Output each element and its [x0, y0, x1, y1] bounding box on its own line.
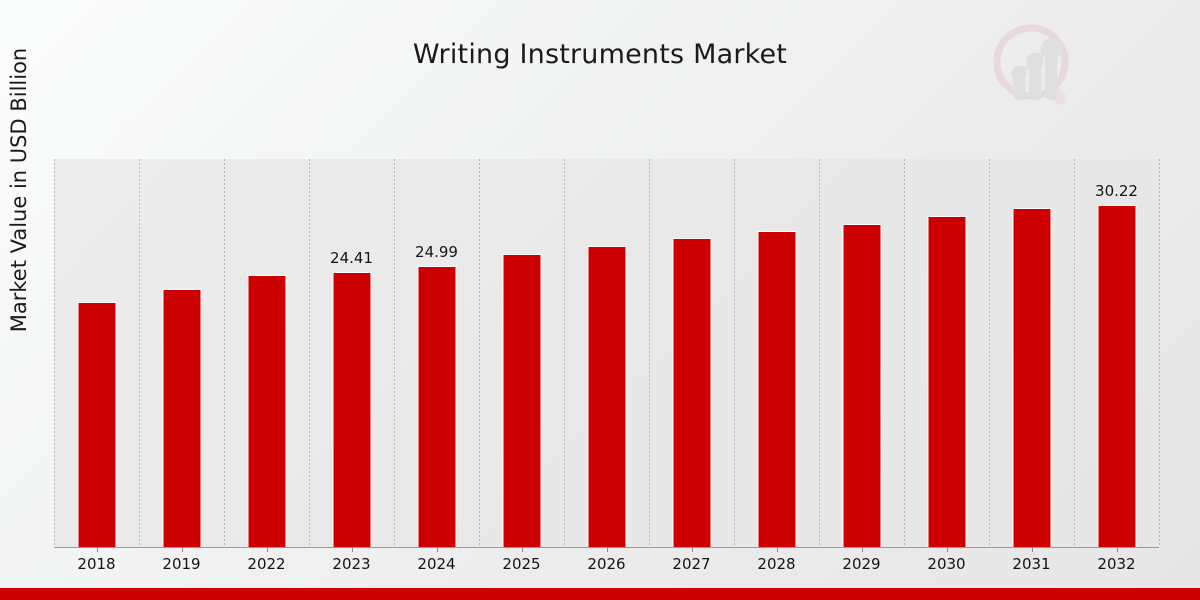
x-tick-mark — [607, 547, 608, 552]
x-tick-label: 2031 — [1012, 555, 1051, 573]
bar[interactable] — [843, 224, 880, 547]
x-tick-mark — [1117, 547, 1118, 552]
plot-area: 24.41 24.99 30.22 — [54, 159, 1160, 547]
bar-chart-icon — [1013, 52, 1057, 100]
x-tick-label: 2023 — [332, 555, 371, 573]
x-tick-label: 2018 — [77, 555, 116, 573]
bar-group[interactable] — [904, 159, 989, 547]
bar[interactable] — [78, 303, 115, 547]
x-tick-label: 2029 — [842, 555, 881, 573]
bar-value-label: 24.99 — [415, 242, 458, 261]
x-tick-label: 2026 — [587, 555, 626, 573]
bar[interactable] — [1013, 208, 1050, 547]
x-tick-label: 2022 — [247, 555, 286, 573]
x-tick-mark — [777, 547, 778, 552]
x-tick-label: 2032 — [1097, 555, 1136, 573]
bar[interactable] — [928, 216, 965, 547]
bar[interactable] — [163, 289, 200, 547]
bar-group[interactable] — [54, 159, 139, 547]
bar-group[interactable]: 24.99 — [394, 159, 479, 547]
x-tick-mark — [947, 547, 948, 552]
bar-group[interactable] — [649, 159, 734, 547]
bar-value-label: 24.41 — [330, 249, 373, 268]
y-axis-title: Market Value in USD Billion — [7, 47, 31, 333]
trend-point-icon — [1011, 38, 1062, 81]
bar-group[interactable] — [989, 159, 1074, 547]
x-tick-label: 2028 — [757, 555, 796, 573]
bar-value-label: 30.22 — [1095, 182, 1138, 201]
x-tick-label: 2030 — [927, 555, 966, 573]
bar[interactable] — [673, 238, 710, 547]
chart-title: Writing Instruments Market — [412, 39, 788, 70]
bar[interactable] — [248, 275, 285, 547]
bar[interactable] — [418, 266, 455, 547]
bar-group[interactable] — [224, 159, 309, 547]
x-tick-label: 2025 — [502, 555, 541, 573]
x-axis-line — [54, 547, 1159, 548]
x-tick-mark — [522, 547, 523, 552]
x-tick-mark — [692, 547, 693, 552]
bar-group[interactable]: 30.22 — [1074, 159, 1159, 547]
bar[interactable] — [758, 231, 795, 547]
x-tick-label: 2027 — [672, 555, 711, 573]
x-tick-mark — [267, 547, 268, 552]
watermark-logo — [985, 18, 1085, 113]
x-tick-label: 2024 — [417, 555, 456, 573]
bar[interactable] — [1098, 206, 1135, 547]
gridline — [1159, 159, 1160, 547]
x-tick-mark — [862, 547, 863, 552]
x-tick-mark — [352, 547, 353, 552]
bar-series: 24.41 24.99 30.22 — [54, 159, 1159, 547]
x-axis-ticks: 2018 2019 2022 2023 2024 2025 2026 2027 2028 2029… — [54, 547, 1159, 577]
x-tick-mark — [1032, 547, 1033, 552]
bar[interactable] — [588, 246, 625, 547]
x-tick-label: 2019 — [162, 555, 201, 573]
x-tick-mark — [437, 547, 438, 552]
bar[interactable] — [503, 254, 540, 547]
footer-accent-strip — [0, 588, 1200, 600]
x-tick-mark — [182, 547, 183, 552]
bar-group[interactable] — [734, 159, 819, 547]
bar-group[interactable] — [564, 159, 649, 547]
bar[interactable] — [333, 273, 370, 547]
bar-group[interactable] — [139, 159, 224, 547]
bar-group[interactable] — [819, 159, 904, 547]
bar-group[interactable]: 24.41 — [309, 159, 394, 547]
bar-group[interactable] — [479, 159, 564, 547]
x-tick-mark — [97, 547, 98, 552]
